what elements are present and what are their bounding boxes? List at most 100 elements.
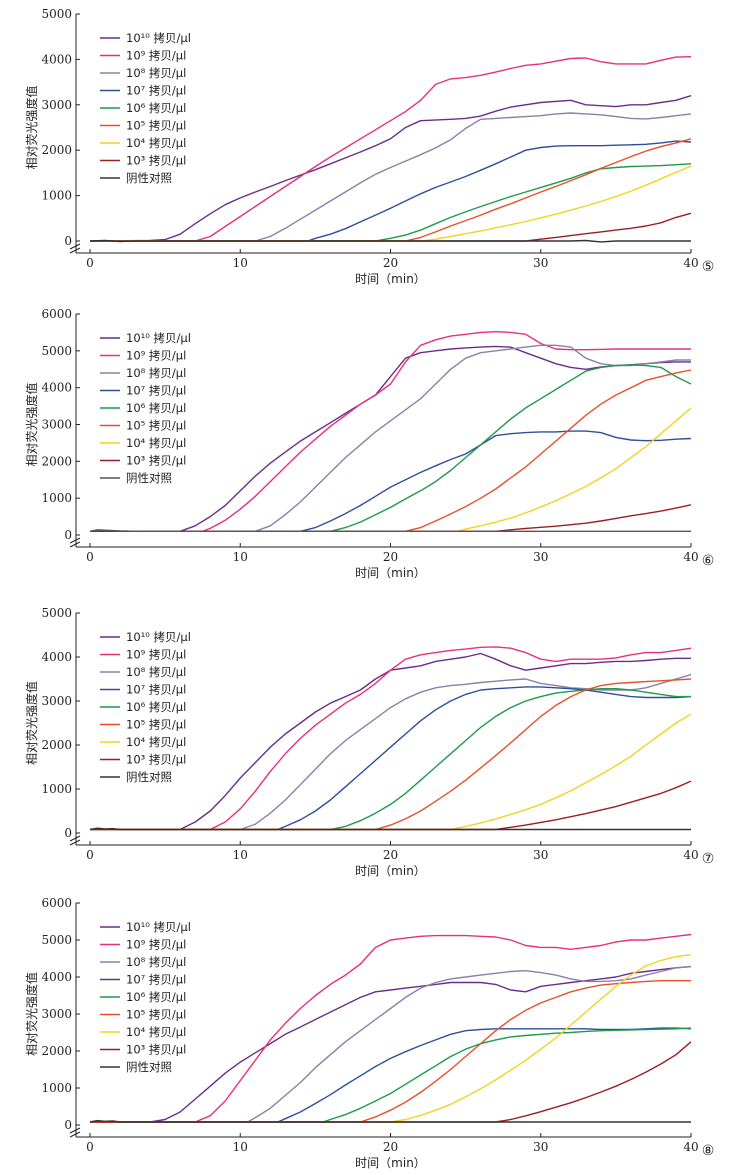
legend-label: 10⁸ 拷贝/μl xyxy=(126,955,186,969)
y-tick-label: 1000 xyxy=(41,1081,72,1095)
panel-number: ⑧ xyxy=(702,1143,715,1159)
legend-label: 10⁸ 拷贝/μl xyxy=(126,366,186,380)
x-tick-label: 0 xyxy=(86,256,94,270)
series-line-7 xyxy=(90,165,692,242)
x-tick-label: 30 xyxy=(533,256,548,270)
legend-label: 阴性对照 xyxy=(126,471,172,485)
series-line-6 xyxy=(90,678,692,831)
series-line-4 xyxy=(90,140,692,242)
axis-break-icon xyxy=(69,1127,81,1138)
legend-label: 10¹⁰ 拷贝/μl xyxy=(126,31,191,45)
x-tick-label: 10 xyxy=(233,848,248,862)
legend-label: 10³ 拷贝/μl xyxy=(126,154,186,168)
axis-break-icon xyxy=(69,243,81,254)
x-tick-label: 10 xyxy=(233,550,248,564)
y-tick-label: 1000 xyxy=(41,491,72,505)
legend-label: 10³ 拷贝/μl xyxy=(126,753,186,767)
x-tick-label: 40 xyxy=(683,256,698,270)
legend-label: 10³ 拷贝/μl xyxy=(126,1043,186,1057)
series-line-2 xyxy=(90,56,692,242)
x-tick-label: 40 xyxy=(683,1140,698,1154)
legend-label: 阴性对照 xyxy=(126,171,172,185)
series-line-5 xyxy=(90,1027,692,1123)
panel-number: ⑥ xyxy=(702,553,715,569)
x-axis-label: 时间（min） xyxy=(355,566,426,580)
legend-label: 10¹⁰ 拷贝/μl xyxy=(126,630,191,644)
y-tick-label: 1000 xyxy=(41,782,72,796)
series-line-4 xyxy=(90,1027,692,1123)
series-line-7 xyxy=(90,407,692,532)
series-line-7 xyxy=(90,954,692,1123)
series-line-6 xyxy=(90,369,692,532)
y-tick-label: 0 xyxy=(64,1118,72,1132)
y-tick-label: 3000 xyxy=(41,98,72,112)
axis-break-icon xyxy=(69,537,81,548)
series-line-8 xyxy=(90,212,692,242)
legend-label: 10⁴ 拷贝/μl xyxy=(126,735,186,749)
x-tick-label: 0 xyxy=(86,848,94,862)
x-tick-label: 30 xyxy=(533,1140,548,1154)
y-tick-label: 2000 xyxy=(41,1044,72,1058)
axis-break-icon xyxy=(69,835,81,846)
series-line-6 xyxy=(90,138,692,242)
y-tick-label: 4000 xyxy=(41,381,72,395)
y-tick-label: 0 xyxy=(64,528,72,542)
y-tick-label: 3000 xyxy=(41,418,72,432)
series-line-7 xyxy=(90,713,692,831)
legend-label: 10⁷ 拷贝/μl xyxy=(126,84,186,98)
x-tick-label: 30 xyxy=(533,848,548,862)
y-tick-label: 1000 xyxy=(41,189,72,203)
y-tick-label: 0 xyxy=(64,826,72,840)
legend-label: 10⁵ 拷贝/μl xyxy=(126,1008,186,1022)
y-tick-label: 3000 xyxy=(41,694,72,708)
x-axis-label: 时间（min） xyxy=(355,864,426,878)
legend-label: 10⁶ 拷贝/μl xyxy=(126,700,186,714)
legend-label: 10⁶ 拷贝/μl xyxy=(126,101,186,115)
legend-label: 10⁴ 拷贝/μl xyxy=(126,1025,186,1039)
x-tick-label: 20 xyxy=(383,256,398,270)
y-tick-label: 2000 xyxy=(41,738,72,752)
series-line-1 xyxy=(90,652,691,831)
series-line-4 xyxy=(90,686,692,831)
x-tick-label: 10 xyxy=(233,256,248,270)
x-tick-label: 30 xyxy=(533,550,548,564)
x-axis-label: 时间（min） xyxy=(355,1156,426,1170)
series-line-5 xyxy=(90,688,691,831)
x-axis-label: 时间（min） xyxy=(355,272,426,286)
y-tick-label: 3000 xyxy=(41,1007,72,1021)
legend-label: 10⁸ 拷贝/μl xyxy=(126,66,186,80)
legend-label: 10⁴ 拷贝/μl xyxy=(126,436,186,450)
x-tick-label: 20 xyxy=(383,848,398,862)
y-tick-label: 4000 xyxy=(41,970,72,984)
legend-label: 阴性对照 xyxy=(126,770,172,784)
series-line-3 xyxy=(90,673,692,831)
panel-number: ⑤ xyxy=(702,259,715,275)
y-axis-label: 相对荧光强度值 xyxy=(24,972,39,1056)
y-tick-label: 5000 xyxy=(41,344,72,358)
y-tick-label: 2000 xyxy=(41,143,72,157)
legend-label: 10⁹ 拷贝/μl xyxy=(126,49,186,63)
series-line-2 xyxy=(90,933,692,1123)
y-tick-label: 2000 xyxy=(41,454,72,468)
series-line-9 xyxy=(89,239,691,243)
series-line-9 xyxy=(89,827,691,831)
series-line-2 xyxy=(90,331,691,532)
legend-label: 10⁴ 拷贝/μl xyxy=(126,136,186,150)
series-line-1 xyxy=(89,95,692,242)
x-tick-label: 40 xyxy=(683,848,698,862)
legend-label: 10⁷ 拷贝/μl xyxy=(126,384,186,398)
y-tick-label: 4000 xyxy=(41,650,72,664)
series-line-3 xyxy=(90,112,692,242)
series-line-9 xyxy=(89,1119,691,1123)
legend-label: 10³ 拷贝/μl xyxy=(126,454,186,468)
legend-label: 10¹⁰ 拷贝/μl xyxy=(126,920,191,934)
chart-panel-2: 0 1000 2000 3000 4000 5000 6000 0 10 20 30 40 时间（min… xyxy=(24,307,714,580)
chart-panel-1: 0 1000 2000 3000 4000 5000 0 10 20 30 40 时间（min） 相对荧… xyxy=(24,7,714,286)
series-line-8 xyxy=(90,780,692,831)
series-line-3 xyxy=(90,965,692,1123)
panel-number: ⑦ xyxy=(702,851,715,867)
y-tick-label: 5000 xyxy=(41,606,72,620)
legend-label: 10⁶ 拷贝/μl xyxy=(126,990,186,1004)
x-tick-label: 10 xyxy=(233,1140,248,1154)
